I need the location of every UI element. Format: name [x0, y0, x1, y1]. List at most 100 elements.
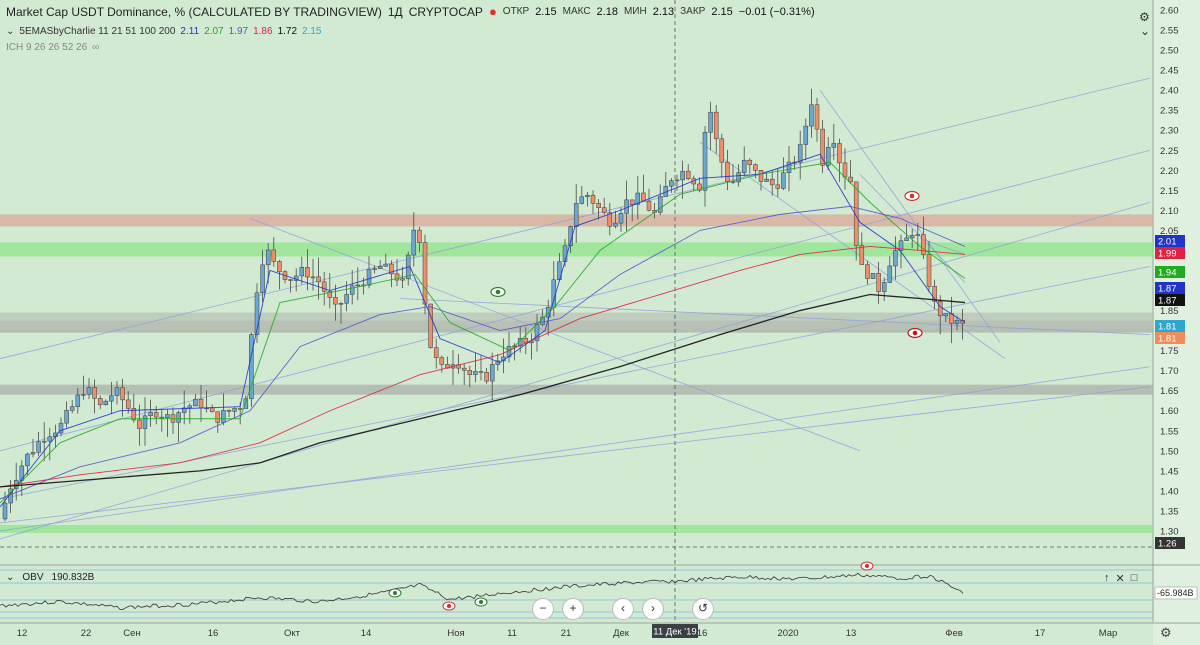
open-value: 2.15 [535, 5, 557, 18]
candle-body [372, 268, 377, 270]
price-badge-label: 1.81 [1158, 334, 1177, 345]
price-badge-label: 1.99 [1158, 249, 1177, 260]
candle-body [708, 111, 713, 133]
reset-chart-button[interactable]: ↺ [692, 598, 714, 620]
ema-value-5: 1.72 [277, 26, 298, 37]
obv-collapse-icon[interactable]: ⌄ [6, 572, 15, 583]
price-badge [1155, 235, 1185, 247]
interval-label[interactable]: 1Д [387, 4, 403, 19]
candle-body [697, 183, 702, 191]
ema-value-4: 1.86 [253, 26, 273, 37]
gear-icon[interactable]: ⚙ [1139, 10, 1150, 24]
hidden-eye-icon[interactable]: ∞ [92, 42, 100, 53]
candle-body [937, 301, 943, 317]
live-dot-icon: ● [488, 4, 497, 19]
chevron-down-icon[interactable]: ⌄ [1140, 24, 1151, 38]
high-value: 2.18 [596, 5, 618, 18]
collapse-icon[interactable]: ⌄ [6, 26, 15, 37]
price-badge-label: 1.81 [1158, 322, 1177, 333]
candle-body [349, 285, 355, 295]
candle-body [831, 143, 837, 148]
candle-body [333, 297, 338, 305]
candle-body [915, 234, 921, 236]
symbol-title[interactable]: Market Cap USDT Dominance, % (CALCULATED… [6, 4, 382, 19]
candle-body [209, 407, 215, 413]
ichimoku-label: ICH 9 26 26 52 26 [6, 42, 88, 53]
candle-body [467, 370, 473, 375]
obv-scale-badge [1154, 586, 1198, 600]
zoom-out-button[interactable]: − [532, 598, 554, 620]
zone-band [0, 524, 1153, 533]
zoom-in-button[interactable]: + [562, 598, 584, 620]
price-badge [1155, 282, 1185, 294]
eye-icon-pupil [495, 289, 501, 295]
time-tick-label: 12 [17, 628, 28, 639]
candle-body [747, 159, 753, 165]
candle-body [489, 364, 495, 382]
high-label: МАКС [562, 6, 591, 17]
time-tick-label: 17 [1035, 628, 1046, 639]
candle-body [629, 199, 635, 205]
crosshair-date-badge [652, 624, 698, 638]
candle-body [484, 372, 489, 382]
eye-icon-pupil [393, 591, 397, 595]
scroll-left-button[interactable]: ‹ [612, 598, 634, 620]
candle-body [439, 357, 445, 365]
candle-body [400, 278, 405, 281]
price-tick-label: 2.30 [1160, 126, 1179, 137]
move-up-icon[interactable]: ↑ [1104, 572, 1110, 584]
time-axis: 12 22 Сен 16 Окт 14 Ноя 11 21 Дек 16 2020 13 Фев 17 Мар [17, 628, 1118, 639]
ema-line-21 [0, 161, 966, 504]
trend-line [249, 217, 861, 452]
obv-scale-value: -65.984B [1157, 588, 1194, 598]
candle-body [769, 178, 775, 186]
candle-body [327, 291, 333, 298]
candle-body [338, 303, 344, 305]
candle-body [657, 196, 663, 213]
change-value: −0.01 (−0.31%) [738, 5, 815, 18]
candle-body [137, 419, 142, 429]
scroll-right-button[interactable]: › [642, 598, 664, 620]
price-tick-label: 2.45 [1160, 66, 1179, 77]
candle-body [641, 192, 646, 202]
close-pane-icon[interactable]: ✕ [1115, 573, 1125, 585]
candle-body [198, 398, 204, 409]
price-tick-label: 2.50 [1160, 46, 1179, 57]
ema-line-11 [0, 153, 966, 508]
candle-body [797, 144, 803, 163]
zone-band [0, 242, 1153, 257]
obv-legend[interactable]: ⌄ OBV 190.832B [6, 572, 94, 583]
maximize-pane-icon[interactable]: □ [1130, 572, 1138, 584]
price-tick-label: 1.65 [1160, 386, 1179, 397]
candle-body [321, 281, 327, 292]
candle-body [64, 410, 69, 424]
candle-body [377, 266, 383, 269]
candle-body [848, 176, 853, 183]
chart-settings-gear-icon[interactable]: ⚙ [1160, 626, 1172, 641]
price-tick-label: 2.10 [1160, 206, 1179, 217]
candle-body [86, 387, 92, 395]
candle-body [579, 196, 585, 204]
time-tick-label: Дек [613, 628, 630, 639]
price-tick-label: 1.30 [1160, 526, 1179, 537]
candle-body [814, 104, 820, 130]
candle-body [187, 405, 193, 409]
time-tick-label: 14 [361, 628, 372, 639]
ema-indicator-legend[interactable]: ⌄ 5EMASbyCharlie 11 21 51 100 200 2.11 2… [6, 26, 322, 37]
candle-body [898, 240, 904, 251]
candle-body [809, 104, 814, 127]
ema-label: 5EMASbyCharlie 11 21 51 100 200 [19, 26, 176, 37]
candle-body [461, 367, 467, 371]
price-tick-label: 1.70 [1160, 366, 1179, 377]
candle-body [30, 452, 36, 455]
candle-body [299, 267, 305, 277]
ichimoku-indicator-legend[interactable]: ICH 9 26 26 52 26 ∞ [6, 42, 99, 53]
candle-body [803, 125, 809, 145]
candle-body [741, 159, 747, 173]
candle-body [932, 286, 937, 302]
candle-body [232, 408, 237, 412]
candle-body [837, 143, 842, 164]
candle-body [176, 412, 181, 423]
low-value: 2.13 [652, 5, 675, 18]
